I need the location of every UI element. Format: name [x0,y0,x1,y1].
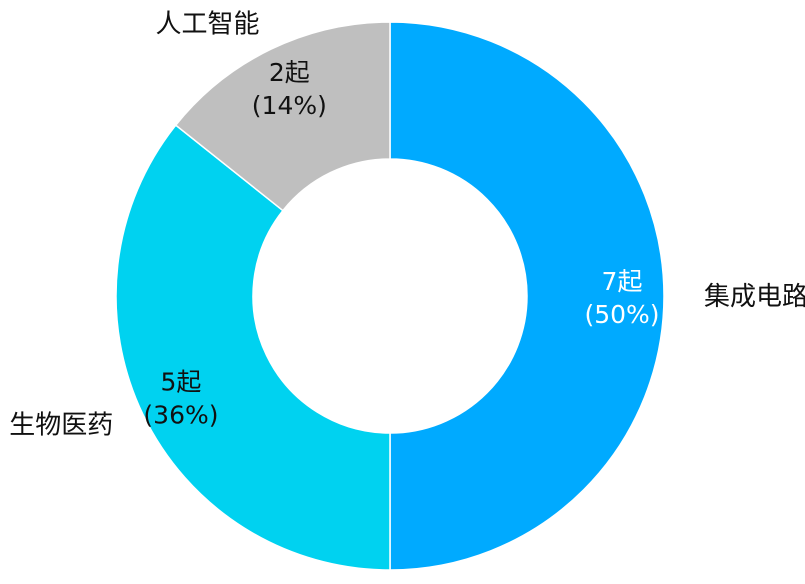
donut-slices [115,21,665,571]
slice-1 [389,21,665,571]
slice-3-category-label: 人工智能 [156,9,260,39]
slice-1-category-label: 集成电路 [704,282,805,312]
slice-3 [174,21,391,212]
slice-1-percent: (50%) [584,300,659,329]
slice-3-percent: (14%) [252,91,327,120]
slice-2-count: 5起 [161,368,202,397]
slice-1-data-label: 7起 (50%) [584,267,659,329]
slice-1-count: 7起 [602,267,643,296]
donut-labels: 7起 (50%) 集成电路 5起 (36%) 生物医药 2起 (14%) 人工智能 [9,9,805,440]
slice-2-data-label: 5起 (36%) [143,368,218,430]
slice-3-count: 2起 [269,58,310,87]
slice-2-percent: (36%) [143,401,218,430]
slice-2-category-label: 生物医药 [9,410,113,440]
slice-2 [115,124,391,571]
slice-3-data-label: 2起 (14%) [252,58,327,120]
